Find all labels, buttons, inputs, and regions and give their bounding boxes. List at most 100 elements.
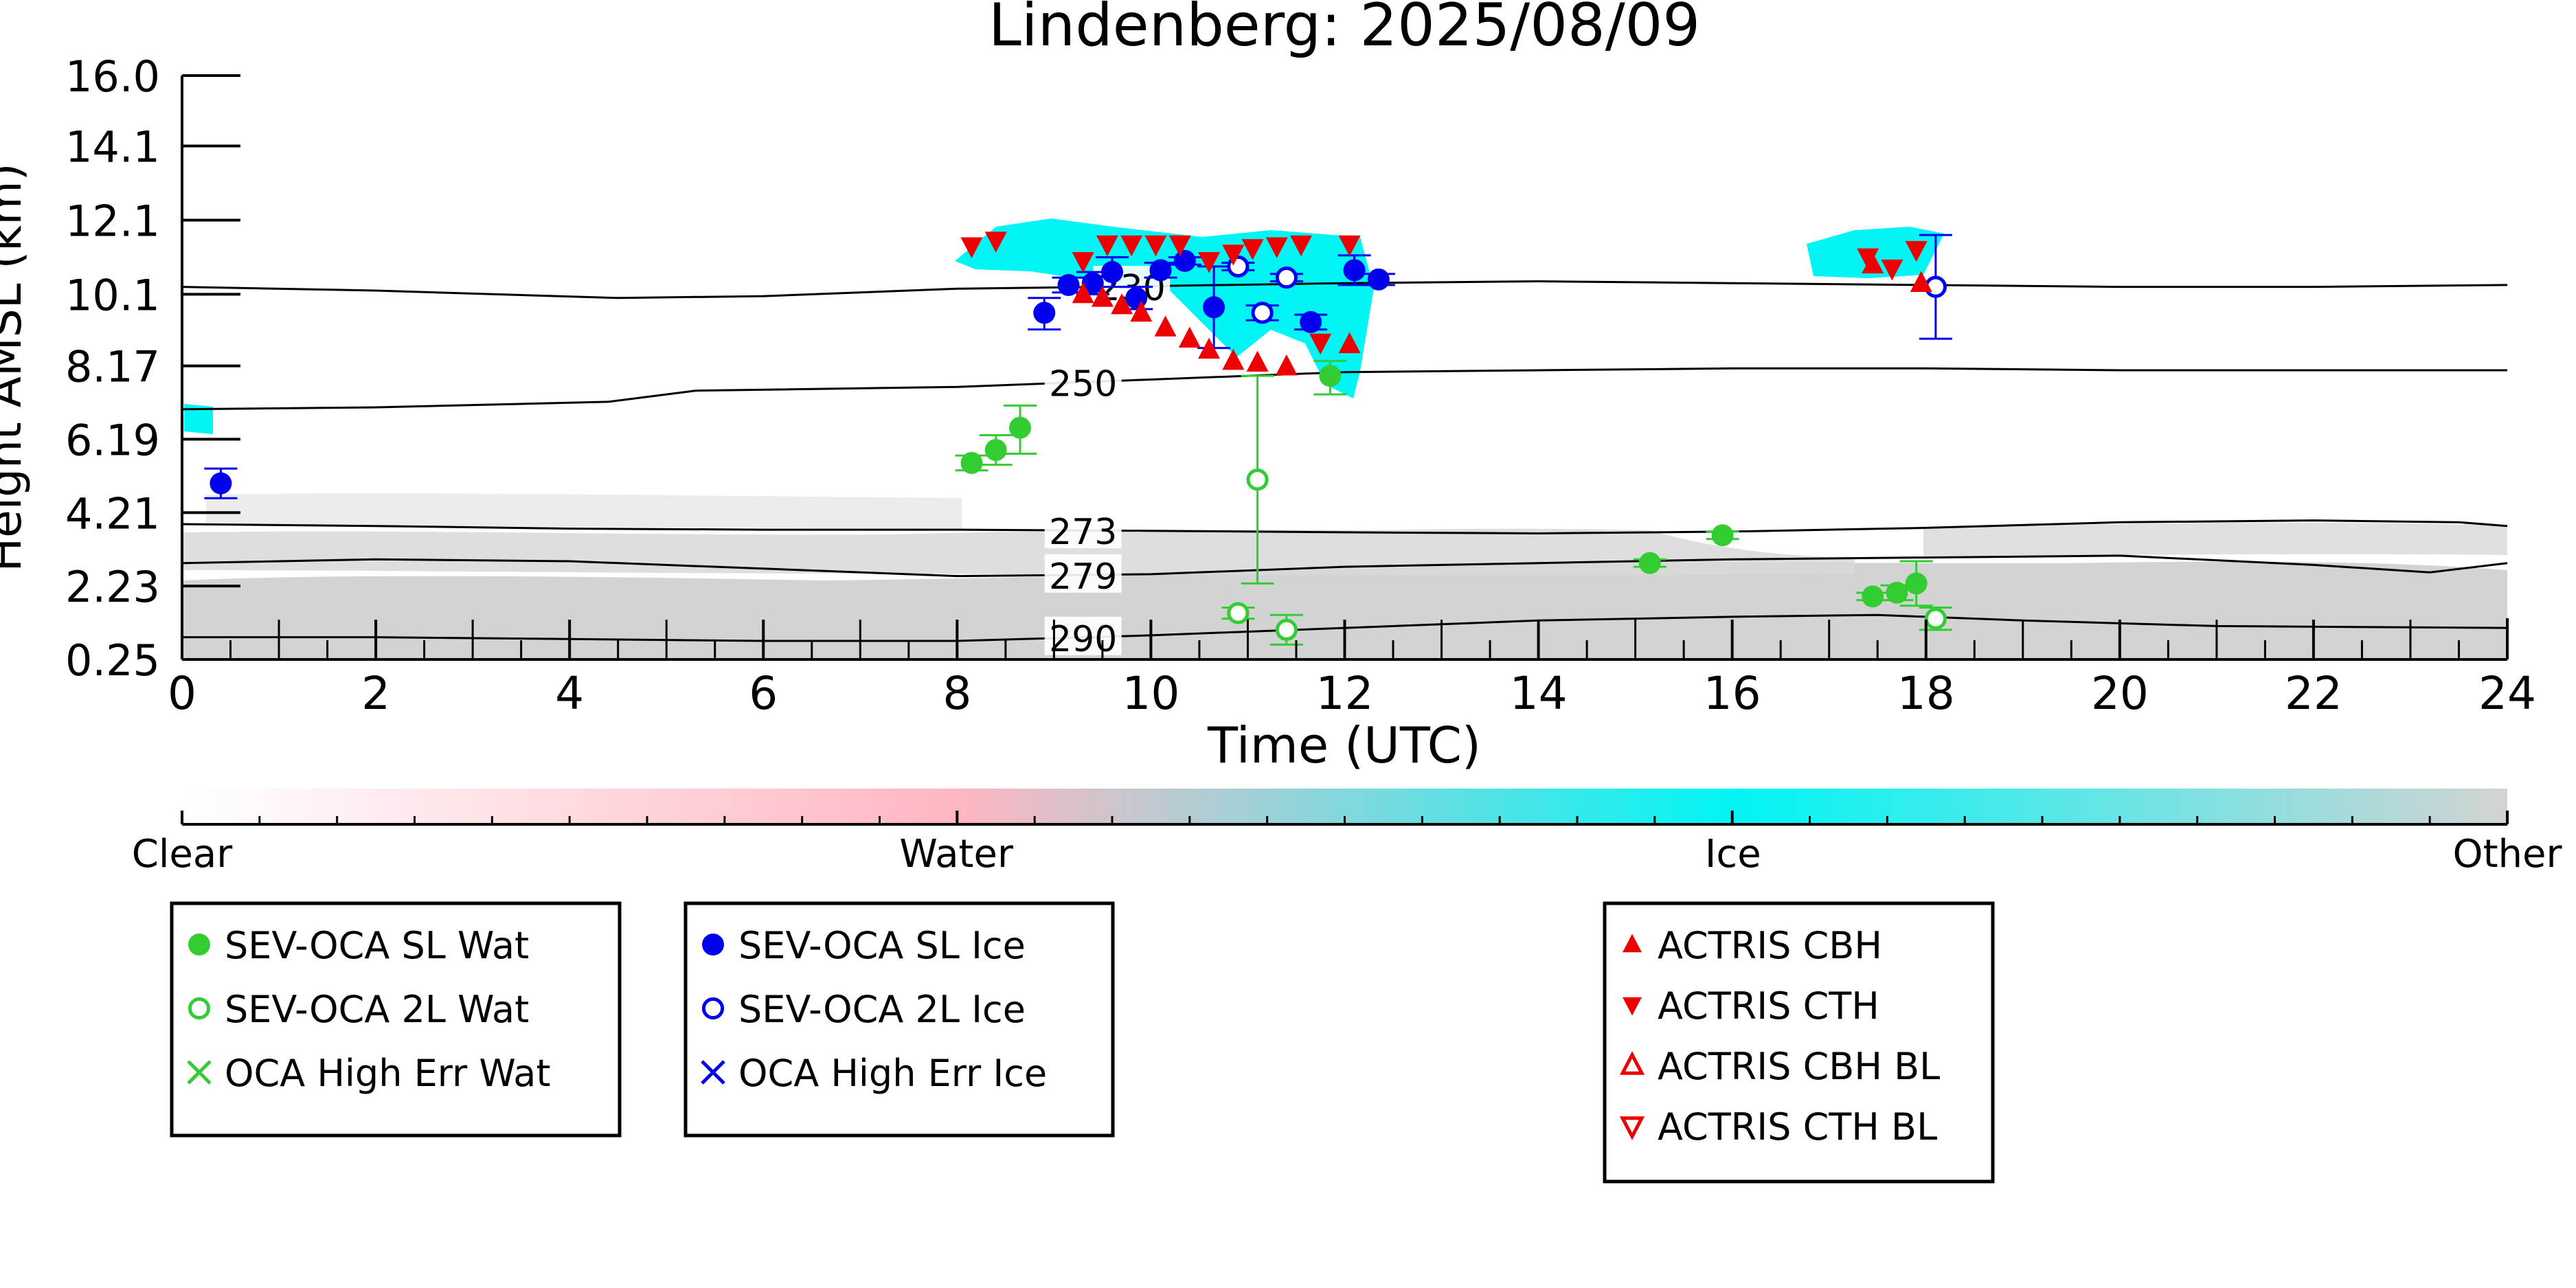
data-point — [1338, 235, 1361, 257]
legend-marker — [701, 1060, 725, 1085]
legend-entry: ACTRIS CBH BL — [1619, 1045, 1940, 1088]
data-point — [1072, 252, 1094, 273]
y-tick-label: 10.1 — [65, 270, 160, 320]
data-point — [1173, 249, 1196, 272]
data-point — [1319, 365, 1342, 387]
series-actris-cth — [960, 231, 1928, 355]
legend-frame — [683, 901, 1115, 1138]
legend-label: SEV-OCA SL Wat — [225, 924, 529, 967]
data-point — [1246, 468, 1269, 491]
data-point — [1222, 348, 1245, 370]
data-point — [1309, 333, 1332, 355]
data-point — [1168, 235, 1191, 257]
data-point — [1227, 602, 1250, 624]
legend-entry: ACTRIS CBH — [1623, 924, 1882, 967]
contour-279-label: 279 — [1049, 556, 1117, 598]
gray-cloud-patch — [1923, 522, 2507, 556]
x-tick-label: 22 — [2285, 667, 2342, 720]
data-point — [1275, 618, 1298, 641]
data-point — [1198, 252, 1221, 273]
data-point — [1886, 581, 1908, 604]
series-sev-oca-2l-wat — [1221, 374, 1952, 646]
legend-entry: OCA High Err Wat — [187, 1052, 551, 1095]
y-tick-label: 12.1 — [65, 196, 160, 246]
data-point — [1033, 302, 1056, 324]
x-tick-label: 8 — [942, 667, 971, 720]
data-point — [1711, 524, 1734, 547]
cyan-cloud-field — [955, 218, 1374, 398]
legend-marker — [1619, 1116, 1645, 1140]
legend-marker — [1623, 997, 1642, 1016]
y-tick-label: 14.1 — [65, 122, 160, 172]
legend-entry: SEV-OCA 2L Ice — [701, 988, 1026, 1031]
data-point — [1057, 273, 1080, 296]
data-point — [1198, 337, 1221, 359]
x-tick-label: 2 — [361, 667, 390, 720]
x-tick-label: 0 — [168, 667, 196, 720]
x-tick-label: 24 — [2478, 667, 2536, 720]
data-point — [1251, 302, 1274, 324]
colorbar-axis: Clear Water Ice Other — [132, 811, 2562, 877]
data-point — [984, 231, 1007, 253]
contour-label-bg — [1044, 510, 1122, 549]
y-tick-label: 6.19 — [65, 415, 160, 465]
data-point — [1072, 282, 1094, 304]
legend-label: ACTRIS CBH — [1658, 924, 1882, 967]
cyan-cloud-patch — [184, 404, 213, 434]
colorbar-label-water: Water — [899, 832, 1014, 877]
legend-marker — [1623, 934, 1642, 953]
data-point — [1275, 267, 1298, 289]
contour-273-line — [181, 519, 2508, 535]
data-point — [960, 451, 983, 474]
legend-frame — [1603, 901, 1995, 1184]
data-point — [1101, 261, 1123, 284]
data-point — [1091, 286, 1114, 307]
gray-cloud-patch — [206, 493, 962, 529]
contour-273-label: 273 — [1049, 512, 1117, 553]
data-point — [1120, 235, 1143, 257]
legend-marker — [701, 997, 725, 1020]
contour-279-line — [181, 554, 2508, 578]
contour-label-bg — [1044, 554, 1122, 593]
data-point — [1857, 248, 1879, 270]
data-point — [1343, 259, 1366, 282]
colorbar-label-other: Other — [2452, 832, 2562, 877]
legend-marker — [1619, 1051, 1645, 1075]
contour-290-label: 290 — [1049, 619, 1117, 660]
x-tick-label: 6 — [749, 667, 778, 720]
legend-entry: ACTRIS CTH BL — [1619, 1105, 1937, 1149]
data-point — [1905, 240, 1928, 262]
legend-label: SEV-OCA SL Ice — [738, 924, 1026, 967]
x-tick-label: 10 — [1122, 667, 1179, 720]
data-point — [1265, 237, 1288, 258]
data-point — [1222, 245, 1245, 266]
data-point — [1125, 286, 1148, 309]
data-point — [1290, 235, 1313, 257]
data-point — [1638, 552, 1661, 574]
series-sev-oca-sl-wat — [955, 360, 1933, 608]
x-axis-label: Time (UTC) — [1207, 716, 1481, 774]
legend-marker — [187, 1060, 212, 1085]
legend-label: SEV-OCA 2L Ice — [738, 988, 1026, 1031]
legend-label: SEV-OCA 2L Wat — [225, 988, 529, 1031]
chart-title: Lindenberg: 2025/08/09 — [988, 0, 1700, 60]
series-sev-oca-sl-ice — [204, 249, 1395, 499]
gray-cloud-patch — [182, 528, 1855, 576]
data-point — [1009, 416, 1032, 439]
x-axis: 0 2 4 6 8 10 12 14 16 18 20 22 24 — [168, 620, 2536, 720]
data-point — [1111, 293, 1133, 315]
colorbar-label-ice: Ice — [1705, 832, 1761, 877]
legend-box-1: SEV-OCA SL Wat SEV-OCA 2L Wat OCA High Err… — [170, 901, 622, 1138]
y-tick-label: 16.0 — [65, 52, 160, 102]
legend-box-2: SEV-OCA SL Ice SEV-OCA 2L Ice OCA High Err… — [683, 901, 1115, 1138]
data-point — [1275, 354, 1298, 376]
contour-250-label: 250 — [1049, 363, 1117, 405]
x-tick-label: 18 — [1897, 667, 1955, 720]
data-point — [1130, 300, 1153, 322]
x-tick-label: 4 — [555, 667, 584, 720]
data-point — [1203, 296, 1225, 319]
y-tick-label: 8.17 — [65, 342, 160, 392]
data-point — [1910, 271, 1932, 293]
legend-frame — [170, 901, 622, 1138]
